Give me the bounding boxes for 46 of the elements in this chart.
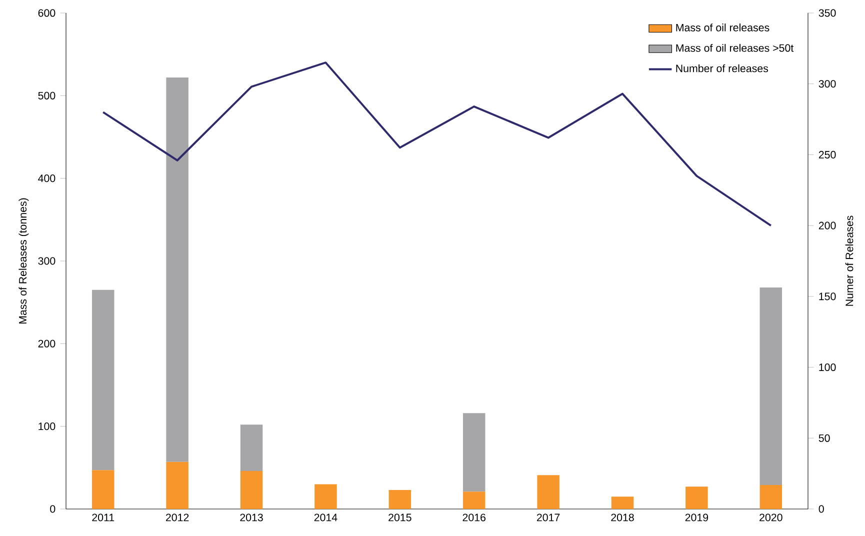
x-tick-label: 2014	[314, 514, 338, 522]
y-tick-label: 600	[38, 9, 56, 17]
y-tick-label: 500	[38, 92, 56, 100]
y-tick-label: 200	[38, 340, 56, 348]
y2-tick-label: 250	[818, 150, 836, 158]
bar	[686, 486, 708, 509]
bar	[760, 287, 782, 486]
y2-tick-label: 300	[818, 80, 836, 88]
x-tick-label: 2015	[388, 514, 412, 522]
x-tick-label: 2017	[536, 514, 560, 522]
bar	[462, 492, 486, 509]
legend-label: Mass of oil releases >50t	[676, 44, 794, 52]
y2-tick-label: 0	[818, 505, 824, 513]
y-tick-label: 0	[50, 505, 56, 513]
y2-tick-label: 100	[819, 364, 836, 372]
y2-tick-label: 350	[818, 9, 836, 17]
bar	[240, 424, 263, 471]
bar	[611, 496, 634, 509]
bar	[92, 290, 114, 470]
y-axis-title: Mass of Releases (tonnes)	[18, 198, 29, 324]
bar	[92, 470, 114, 509]
y2-tick-label: 50	[818, 434, 830, 442]
x-tick-label: 2018	[611, 514, 634, 522]
legend-label: Mass of oil releases	[676, 24, 770, 32]
legend-label: Number of releases	[676, 64, 768, 72]
x-tick-label: 2020	[760, 514, 782, 522]
bar	[760, 485, 782, 509]
y-tick-label: 300	[38, 257, 56, 265]
y-tick-label: 400	[38, 174, 56, 182]
y-tick-label: 100	[38, 422, 56, 430]
x-tick-label: 2019	[685, 514, 708, 522]
bar	[537, 475, 560, 509]
bar	[166, 77, 188, 462]
x-tick-label: 2012	[166, 514, 189, 522]
y2-tick-label: 150	[819, 292, 836, 300]
bar	[314, 484, 337, 509]
y2-axis-title: Numer of Releases	[845, 216, 854, 306]
bar	[166, 462, 188, 509]
line-series	[102, 62, 772, 227]
bar	[462, 413, 486, 492]
x-tick-label: 2013	[240, 514, 263, 522]
bar	[388, 490, 412, 509]
y2-tick-label: 200	[818, 222, 836, 230]
bar	[240, 470, 263, 509]
x-tick-label: 2016	[462, 514, 486, 522]
x-tick-label: 2011	[92, 514, 114, 522]
